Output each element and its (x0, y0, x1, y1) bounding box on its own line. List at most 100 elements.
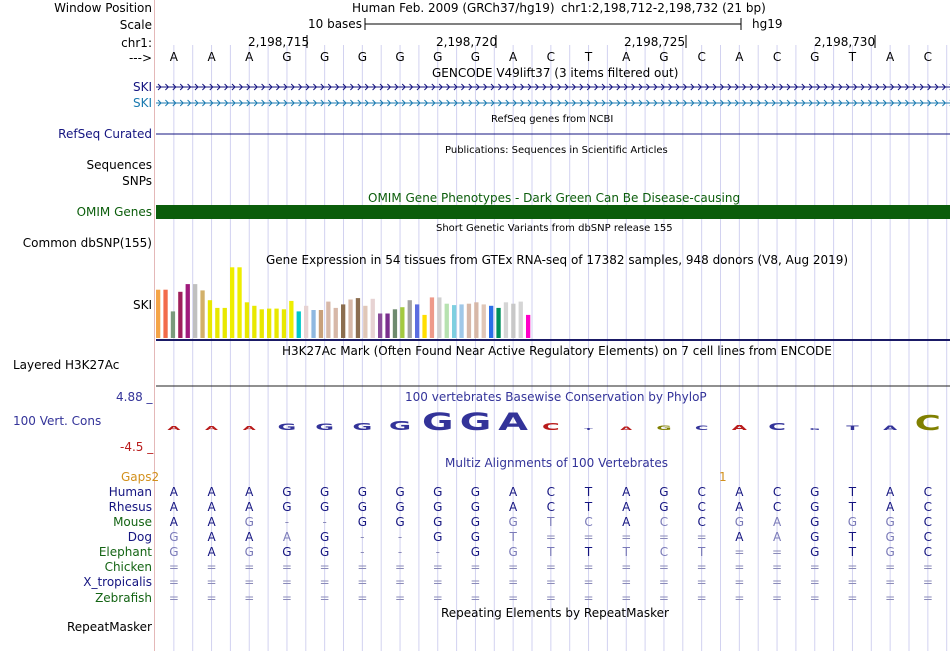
aligned-base: = (168, 560, 179, 574)
gtex-tissue-bar (370, 298, 375, 338)
dna-base: C (546, 50, 556, 64)
gaps-label[interactable]: Gaps2 (121, 470, 160, 484)
species-label[interactable]: Dog (127, 530, 152, 544)
cons-ymax: 4.88 _ (116, 390, 153, 404)
dna-base: C (697, 50, 706, 64)
ruler-tick-label: 2,198,730 (814, 35, 876, 49)
publications-snps-label[interactable]: SNPs (122, 174, 152, 188)
omim-label[interactable]: OMIM Genes (76, 205, 152, 219)
aligned-base: G (885, 530, 895, 544)
aligned-base: A (169, 485, 178, 499)
aligned-base: A (735, 530, 744, 544)
aligned-base: C (584, 515, 593, 529)
gtex-label[interactable]: SKI (132, 298, 152, 312)
aligned-base: = (658, 560, 669, 574)
cons-title: 100 vertebrates Basewise Conservation by… (405, 390, 707, 404)
dna-base: G (357, 50, 367, 64)
aligned-base: C (923, 530, 933, 544)
aligned-base: G (319, 545, 330, 559)
aligned-base: = (922, 575, 933, 589)
aligned-base: G (433, 500, 443, 514)
aligned-base: C (659, 545, 669, 559)
gtex-tissue-bar (415, 304, 420, 338)
aligned-base: = (432, 575, 443, 589)
dbsnp-label[interactable]: Common dbSNP(155) (22, 236, 152, 250)
aligned-base: = (734, 545, 745, 559)
aligned-base: = (922, 560, 933, 574)
strand-arrow-label[interactable]: ---> (128, 51, 152, 65)
gtex-tissue-bar (274, 308, 279, 338)
gtex-tissue-bar (304, 305, 309, 338)
gtex-tissue-bar (163, 289, 168, 338)
aligned-base: A (886, 485, 895, 499)
omim-title: OMIM Gene Phenotypes - Dark Green Can Be… (368, 191, 741, 205)
aligned-base: = (545, 591, 556, 605)
gtex-tissue-bar (230, 267, 235, 338)
gtex-tissue-bar (156, 289, 161, 338)
species-label[interactable]: X_tropicalis (83, 575, 152, 589)
species-label[interactable]: Chicken (104, 560, 152, 574)
aligned-base: = (621, 591, 632, 605)
aligned-base: = (395, 560, 406, 574)
aligned-base: T (584, 500, 593, 514)
aligned-base: G (885, 545, 895, 559)
gtex-tissue-bar (363, 305, 368, 338)
position-range[interactable]: chr1:2,198,712-2,198,732 (21 bp) (561, 1, 766, 15)
cons-ymin: -4.5 _ (120, 440, 154, 454)
aligned-base: = (734, 560, 745, 574)
aligned-base: = (583, 575, 594, 589)
refseq-label[interactable]: RefSeq Curated (58, 127, 152, 141)
dna-base: T (848, 50, 857, 64)
publications-sequences-label[interactable]: Sequences (86, 158, 152, 172)
aligned-base: = (772, 560, 783, 574)
aligned-base: G (470, 530, 481, 544)
cons-label[interactable]: 100 Vert. Cons (13, 414, 102, 428)
aligned-base: G (659, 500, 669, 514)
gtex-tissue-bar (200, 290, 205, 338)
aligned-base: A (772, 530, 782, 544)
assembly-title: Human Feb. 2009 (GRCh37/hg19) (352, 1, 555, 15)
aligned-base: C (697, 485, 706, 499)
aligned-base: = (281, 560, 292, 574)
scale-label: Scale (119, 18, 152, 32)
gencode-gene-label[interactable]: SKI (132, 80, 152, 94)
gtex-tissue-bar (526, 314, 531, 338)
dna-base: G (395, 50, 405, 64)
species-label[interactable]: Rhesus (108, 500, 152, 514)
h3k27ac-label[interactable]: Layered H3K27Ac (13, 358, 120, 372)
phylop-glyph: A (883, 425, 898, 432)
aligned-base: T (547, 545, 555, 559)
species-label[interactable]: Human (108, 485, 152, 499)
aligned-base: = (168, 575, 179, 589)
gene-chevrons (157, 83, 950, 91)
phylop-glyph: C (915, 411, 941, 435)
aligned-base: = (395, 575, 406, 589)
repeatmasker-label[interactable]: RepeatMasker (66, 620, 152, 634)
aligned-base: = (658, 591, 669, 605)
phylop-glyph: G (389, 419, 411, 433)
aligned-base: G (395, 515, 405, 529)
aligned-base: C (659, 515, 669, 529)
species-label[interactable]: Mouse (113, 515, 152, 529)
species-label[interactable]: Elephant (98, 545, 152, 559)
ruler-tick-label: 2,198,715 (248, 35, 310, 49)
aligned-base: - (360, 545, 365, 559)
gencode-gene-label[interactable]: SKI (132, 96, 152, 110)
aligned-base: - (360, 530, 365, 544)
scale-assembly: hg19 (752, 17, 783, 31)
dna-base: T (584, 50, 593, 64)
aligned-base: = (772, 545, 783, 559)
phylop-glyph: G (278, 422, 297, 432)
gtex-tissue-bar (222, 307, 227, 338)
gap-marker: 1 (719, 470, 727, 484)
phylop-glyph: G (460, 408, 491, 436)
aligned-base: C (772, 500, 782, 514)
aligned-base: = (922, 591, 933, 605)
aligned-base: C (546, 500, 556, 514)
aligned-base: A (207, 515, 216, 529)
aligned-base: = (809, 575, 820, 589)
species-label[interactable]: Zebrafish (95, 591, 152, 605)
aligned-base: C (697, 500, 706, 514)
dna-base: G (433, 50, 443, 64)
